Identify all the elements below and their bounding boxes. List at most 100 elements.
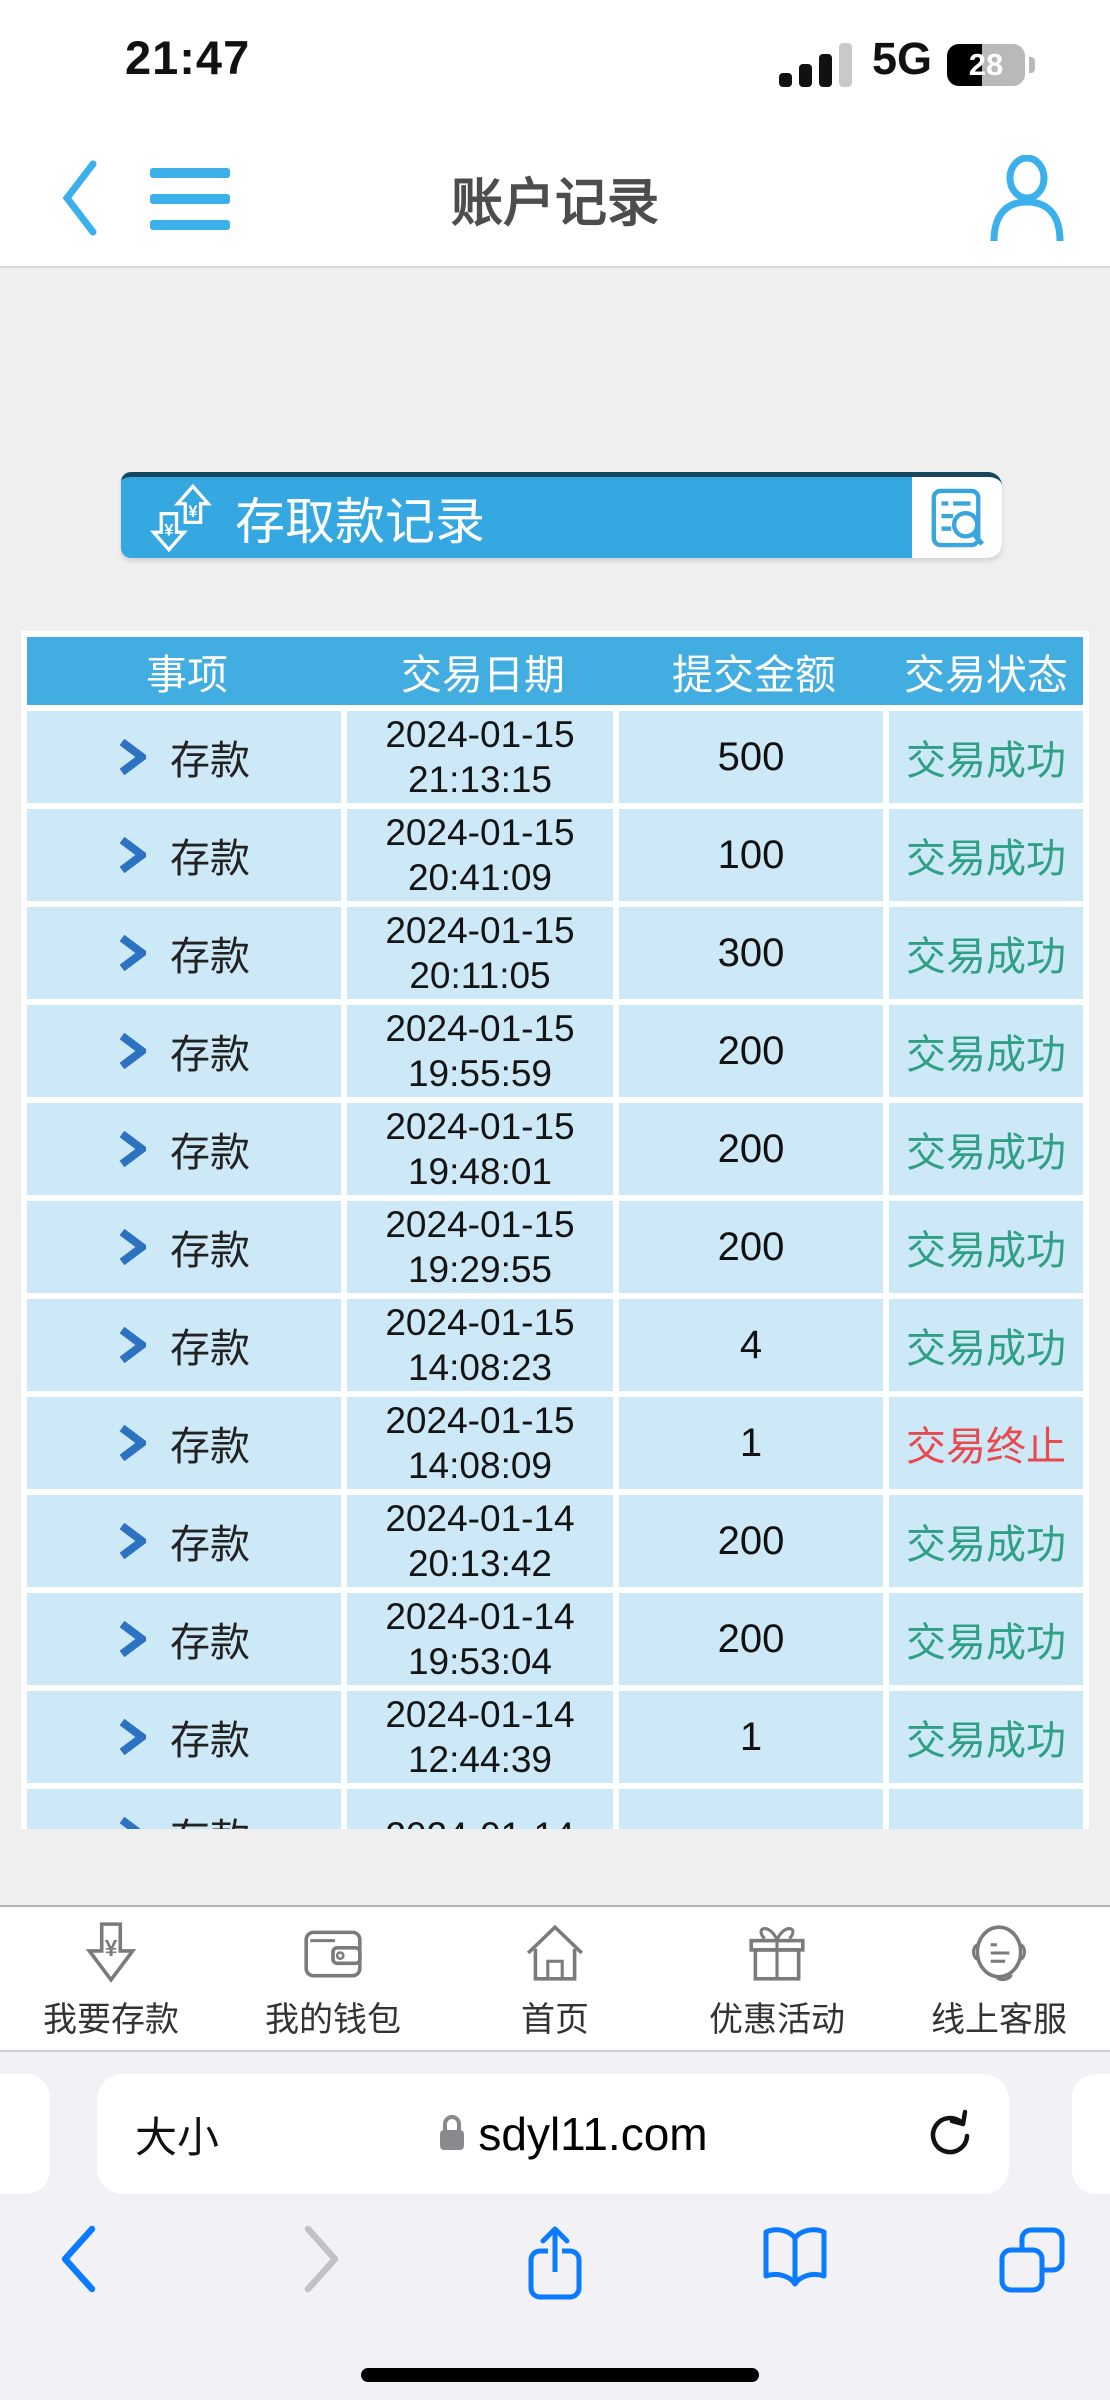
row-item-label: 存款 — [170, 1719, 250, 1763]
nav-item-home[interactable]: 首页 — [444, 1907, 666, 2050]
row-chevron-icon — [119, 837, 146, 873]
row-date-cell: 2024-01-15 19:55:59 — [347, 1005, 613, 1097]
reload-icon[interactable] — [927, 2109, 975, 2159]
clock: 21:47 — [125, 31, 251, 84]
row-time: 12:44:39 — [407, 1739, 553, 1780]
signal-strength-icon — [779, 43, 852, 87]
row-chevron-icon — [119, 935, 146, 971]
row-status-cell — [889, 1789, 1083, 1829]
back-chevron-icon[interactable] — [58, 157, 102, 239]
row-amount-cell: 200 — [619, 1103, 883, 1195]
row-amount-cell — [619, 1789, 883, 1829]
table-row[interactable]: 存款 2024-01-15 20:41:09 100 交易成功 — [27, 809, 1083, 901]
table-row[interactable]: 存款 2024-01-15 14:08:23 4 交易成功 — [27, 1299, 1083, 1391]
next-tab-stub[interactable] — [1072, 2074, 1110, 2194]
row-item-label: 存款 — [170, 1523, 250, 1567]
row-time: 21:13:15 — [407, 759, 553, 800]
row-date-cell: 2024-01-15 20:11:05 — [347, 907, 613, 999]
row-item-label: 存款 — [170, 1806, 250, 1829]
row-date-cell: 2024-01-14 19:53:04 — [347, 1593, 613, 1685]
gift-icon — [749, 1927, 805, 1981]
table-row[interactable]: 存款 2024-01-15 19:55:59 200 交易成功 — [27, 1005, 1083, 1097]
status-bar: 21:47 5G 28 — [0, 0, 1110, 130]
tabs-icon[interactable] — [996, 2224, 1068, 2296]
row-item-cell: 存款 — [27, 1397, 341, 1489]
row-item-cell: 存款 — [27, 1495, 341, 1587]
deposit-icon: ¥ — [85, 1922, 137, 1983]
table-row[interactable]: 存款 2024-01-15 19:48:01 200 交易成功 — [27, 1103, 1083, 1195]
row-item-label: 存款 — [170, 1131, 250, 1175]
row-status-cell: 交易成功 — [889, 1103, 1083, 1195]
row-item-label: 存款 — [170, 1621, 250, 1665]
table-rows: 存款 2024-01-15 21:13:15 500 交易成功 存款 2024-01-15 2… — [27, 711, 1083, 1829]
row-date: 2024-01-14 — [385, 1813, 574, 1830]
row-item-label: 存款 — [170, 1033, 250, 1077]
nav-item-customer-service[interactable]: 线上客服 — [888, 1907, 1110, 2050]
row-chevron-icon — [119, 1229, 146, 1265]
row-status-cell: 交易成功 — [889, 711, 1083, 803]
row-item-cell: 存款 — [27, 1593, 341, 1685]
row-date: 2024-01-15 — [385, 1008, 575, 1049]
row-item-cell: 存款 — [27, 809, 341, 901]
row-date: 2024-01-15 — [385, 714, 575, 755]
home-indicator[interactable] — [361, 2368, 759, 2382]
browser-back-icon[interactable] — [56, 2224, 100, 2294]
nav-label: 我要存款 — [43, 2001, 179, 2039]
nav-item-deposit[interactable]: ¥ 我要存款 — [0, 1907, 222, 2050]
browser-chrome: 大小 sdyl11.com — [0, 2050, 1110, 2400]
browser-forward-icon[interactable] — [300, 2224, 344, 2294]
menu-icon[interactable] — [150, 168, 230, 230]
row-item-label: 存款 — [170, 935, 250, 979]
row-status-cell: 交易成功 — [889, 1299, 1083, 1391]
row-date-cell: 2024-01-15 21:13:15 — [347, 711, 613, 803]
row-chevron-icon — [119, 1131, 146, 1167]
table-row[interactable]: 存款 2024-01-14 20:13:42 200 交易成功 — [27, 1495, 1083, 1587]
row-amount-cell: 200 — [619, 1495, 883, 1587]
row-status-cell: 交易成功 — [889, 1495, 1083, 1587]
nav-item-wallet[interactable]: 我的钱包 — [222, 1907, 444, 2050]
table-row[interactable]: 存款 2024-01-15 20:11:05 300 交易成功 — [27, 907, 1083, 999]
bookmarks-icon[interactable] — [758, 2224, 832, 2294]
nav-label: 首页 — [521, 2001, 589, 2039]
nav-item-promotions[interactable]: 优惠活动 — [666, 1907, 888, 2050]
banner-title: 存取款记录 — [235, 493, 485, 550]
user-profile-icon[interactable] — [988, 155, 1066, 241]
column-header-item: 事项 — [146, 652, 228, 698]
row-item-label: 存款 — [170, 1229, 250, 1273]
wallet-icon — [304, 1930, 362, 1978]
row-time: 20:11:05 — [409, 955, 551, 996]
row-time: 14:08:23 — [407, 1347, 553, 1388]
search-records-button[interactable] — [912, 477, 1002, 558]
svg-text:¥: ¥ — [164, 521, 174, 539]
table-row[interactable]: 存款 2024-01-14 12:44:39 1 交易成功 — [27, 1691, 1083, 1783]
row-status-cell: 交易成功 — [889, 1201, 1083, 1293]
table-row[interactable]: 存款 2024-01-15 21:13:15 500 交易成功 — [27, 711, 1083, 803]
address-bar[interactable]: 大小 sdyl11.com — [97, 2074, 1009, 2194]
row-date: 2024-01-15 — [385, 1204, 575, 1245]
row-date-cell: 2024-01-15 19:48:01 — [347, 1103, 613, 1195]
battery-fill — [947, 44, 982, 86]
text-size-button[interactable]: 大小 — [135, 2113, 220, 2161]
row-date: 2024-01-15 — [385, 1400, 575, 1441]
url-display[interactable]: sdyl11.com — [219, 2107, 927, 2161]
table-row[interactable]: 存款 2024-01-15 19:29:55 200 交易成功 — [27, 1201, 1083, 1293]
row-time: 14:08:09 — [407, 1445, 553, 1486]
row-amount-cell: 1 — [619, 1397, 883, 1489]
network-type: 5G — [872, 33, 933, 84]
row-chevron-icon — [119, 1523, 146, 1559]
share-icon[interactable] — [524, 2224, 586, 2304]
row-item-cell: 存款 — [27, 1005, 341, 1097]
table-row[interactable]: 存款 2024-01-14 — [27, 1789, 1083, 1829]
table-row[interactable]: 存款 2024-01-14 19:53:04 200 交易成功 — [27, 1593, 1083, 1685]
column-header-amount: 提交金额 — [672, 652, 836, 698]
row-date-cell: 2024-01-15 14:08:09 — [347, 1397, 613, 1489]
row-date-cell: 2024-01-14 12:44:39 — [347, 1691, 613, 1783]
previous-tab-stub[interactable] — [0, 2074, 50, 2194]
table-row[interactable]: 存款 2024-01-15 14:08:09 1 交易终止 — [27, 1397, 1083, 1489]
column-header-status: 交易状态 — [904, 652, 1068, 698]
row-item-cell: 存款 — [27, 1789, 341, 1829]
row-time: 19:55:59 — [407, 1053, 553, 1094]
row-item-label: 存款 — [170, 837, 250, 881]
row-date: 2024-01-14 — [385, 1694, 575, 1735]
url-text: sdyl11.com — [478, 2108, 708, 2160]
